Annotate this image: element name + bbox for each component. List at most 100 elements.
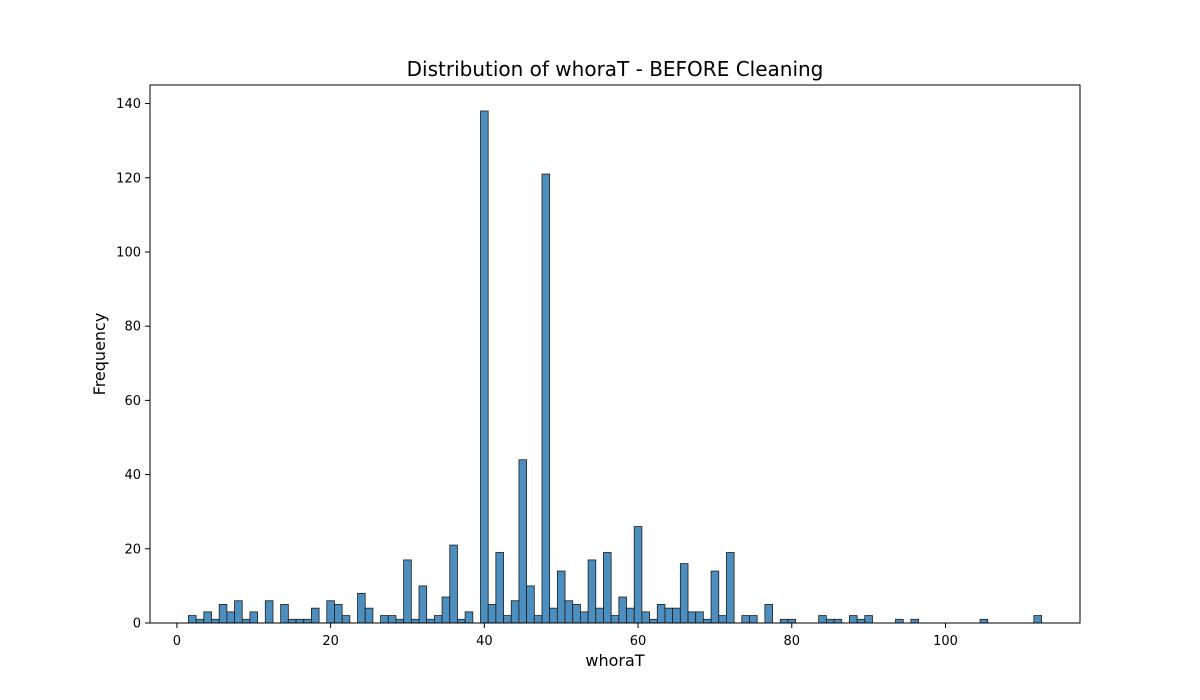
histogram-bar-2 <box>203 611 212 624</box>
x-tick-label: 40 <box>476 634 493 649</box>
histogram-bar-39 <box>533 615 543 624</box>
x-tick-label: 80 <box>784 634 801 649</box>
x-tick-label: 20 <box>322 634 339 649</box>
histogram-bar-77 <box>910 618 919 624</box>
x-tick-label: 60 <box>630 634 647 649</box>
histogram-bar-44 <box>572 604 581 624</box>
histogram-bar-66 <box>749 615 758 624</box>
histogram-bar-35 <box>503 615 512 624</box>
histogram-bar-1 <box>195 618 205 624</box>
histogram-bar-32 <box>480 110 489 624</box>
histogram-bar-37 <box>518 459 528 624</box>
histogram-bar-14 <box>311 607 320 624</box>
x-tick-label: 0 <box>173 634 181 649</box>
histogram-bar-74 <box>856 618 866 624</box>
histogram-bar-57 <box>672 607 681 624</box>
chart-title: Distribution of whoraT - BEFORE Cleaning <box>407 57 824 81</box>
histogram-bar-34 <box>495 552 504 624</box>
histogram-bar-5 <box>226 611 235 624</box>
histogram-bar-75 <box>864 615 873 624</box>
histogram-bar-46 <box>587 559 597 624</box>
histogram-bar-15 <box>326 600 335 624</box>
histogram-bar-30 <box>457 618 466 624</box>
histogram-bar-61 <box>702 618 712 624</box>
histogram-bar-55 <box>656 604 666 624</box>
histogram-bar-6 <box>234 600 243 624</box>
histogram-bar-60 <box>695 611 704 624</box>
histogram-bar-79 <box>1033 615 1042 624</box>
y-tick-label: 100 <box>116 245 141 260</box>
bars-group <box>188 110 1042 624</box>
histogram-bar-38 <box>526 585 535 624</box>
histogram-bar-3 <box>211 618 220 624</box>
histogram-bar-28 <box>441 596 451 624</box>
histogram-bar-49 <box>610 615 620 624</box>
histogram-bar-54 <box>649 618 658 624</box>
y-tick-label: 60 <box>124 394 141 409</box>
y-axis-label: Frequency <box>90 313 109 396</box>
histogram-bar-42 <box>556 570 566 624</box>
histogram-bar-43 <box>564 600 574 624</box>
histogram-bar-22 <box>395 618 405 624</box>
histogram-bar-53 <box>641 611 650 624</box>
histogram-bar-23 <box>403 559 412 624</box>
y-tick-label: 140 <box>116 97 141 112</box>
histogram-bar-11 <box>287 618 297 624</box>
histogram-bar-16 <box>334 604 343 624</box>
histogram-bar-71 <box>825 618 835 624</box>
y-tick-label: 40 <box>124 468 141 483</box>
x-axis-label: whoraT <box>585 651 644 670</box>
histogram-bar-41 <box>549 607 558 624</box>
histogram-bar-67 <box>764 604 773 624</box>
histogram-bar-48 <box>603 552 612 624</box>
histogram-bar-29 <box>449 544 458 624</box>
histogram-bar-45 <box>580 611 589 624</box>
histogram-bar-47 <box>595 607 604 624</box>
histogram-bar-31 <box>464 611 474 624</box>
histogram-bar-64 <box>726 552 735 624</box>
histogram-bar-69 <box>787 618 797 624</box>
y-axis-ticks: 0 20 40 60 80 100 120 140 <box>116 97 150 632</box>
histogram-bar-52 <box>633 526 643 624</box>
y-tick-label: 80 <box>124 320 141 335</box>
histogram-bar-33 <box>487 604 497 624</box>
histogram-bar-65 <box>741 615 750 624</box>
histogram-bar-27 <box>433 615 443 624</box>
histogram-bar-62 <box>710 570 720 624</box>
histogram-bar-72 <box>833 618 843 624</box>
y-tick-label: 0 <box>133 617 141 632</box>
histogram-bar-19 <box>364 607 374 624</box>
histogram-bar-51 <box>626 607 635 624</box>
histogram-bar-26 <box>426 618 435 624</box>
histogram-bar-59 <box>687 611 697 624</box>
histogram-bar-7 <box>241 618 251 624</box>
histogram-bar-21 <box>387 615 397 624</box>
histogram-bar-17 <box>341 615 351 624</box>
histogram-bar-10 <box>280 604 289 624</box>
histogram-bar-8 <box>249 611 259 624</box>
histogram-bar-58 <box>679 563 689 624</box>
histogram-bar-36 <box>510 600 520 624</box>
histogram-bar-73 <box>849 615 858 624</box>
histogram-bar-0 <box>188 615 197 624</box>
histogram-bar-63 <box>718 615 727 624</box>
histogram-bar-20 <box>380 615 389 624</box>
histogram-bar-56 <box>664 607 674 624</box>
plot-frame <box>149 84 1081 624</box>
histogram-bar-50 <box>618 596 627 624</box>
x-tick-label: 100 <box>933 634 958 649</box>
histogram-bar-24 <box>410 618 420 624</box>
histogram-bar-76 <box>895 618 904 624</box>
histogram-bar-4 <box>218 604 228 624</box>
y-tick-label: 20 <box>124 542 141 557</box>
histogram-bar-70 <box>818 615 827 624</box>
histogram-bar-68 <box>779 618 789 624</box>
histogram-bar-9 <box>264 600 274 624</box>
y-tick-label: 120 <box>116 171 141 186</box>
x-axis-ticks: 0 20 40 60 80 100 <box>173 623 958 649</box>
histogram-bar-18 <box>357 592 366 624</box>
histogram-bar-12 <box>295 618 305 624</box>
histogram-bar-13 <box>303 618 312 624</box>
histogram-bar-78 <box>979 618 989 624</box>
